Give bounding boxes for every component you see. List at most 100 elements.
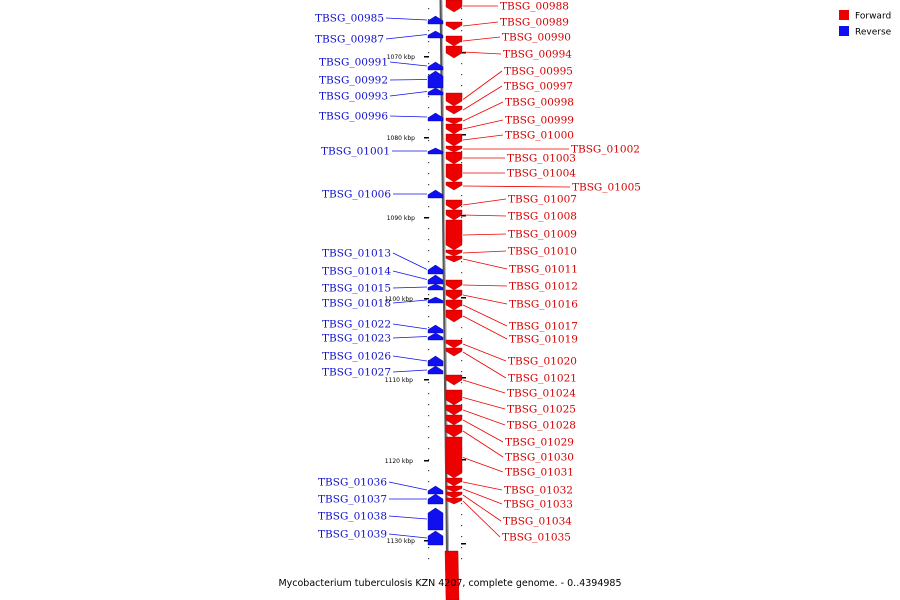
forward-gene-leader	[462, 51, 502, 55]
minor-tick-right	[461, 19, 463, 21]
reverse-gene-label: TBSG_00987	[315, 34, 384, 46]
major-tick-right	[461, 52, 466, 54]
reverse-gene-leader	[389, 79, 428, 81]
reverse-gene-label: TBSG_01015	[322, 283, 391, 295]
minor-tick-left	[428, 250, 430, 252]
forward-gene-arrow	[445, 249, 463, 257]
reverse-gene-label: TBSG_01018	[322, 298, 391, 310]
minor-tick-right	[461, 514, 463, 516]
minor-tick-left	[428, 393, 430, 395]
reverse-gene-arrow	[427, 507, 444, 531]
reverse-gene-arrow	[427, 274, 444, 285]
forward-gene-leader	[462, 351, 507, 379]
forward-gene-label: TBSG_01025	[507, 404, 576, 416]
reverse-gene-label: TBSG_01027	[322, 367, 391, 379]
reverse-gene-arrow	[427, 61, 444, 71]
forward-gene-arrow	[445, 389, 463, 406]
minor-tick-left	[428, 547, 430, 549]
minor-tick-right	[461, 217, 463, 219]
forward-gene-label: TBSG_01030	[505, 452, 574, 464]
forward-gene-leader	[462, 85, 503, 111]
forward-gene-leader	[462, 481, 503, 491]
forward-gene-label: TBSG_01021	[508, 373, 577, 385]
reverse-gene-arrow	[427, 530, 444, 546]
forward-gene-label: TBSG_01028	[507, 420, 576, 432]
reverse-gene-arrow	[427, 332, 444, 341]
reverse-gene-label: TBSG_01026	[322, 351, 391, 363]
forward-gene-label: TBSG_00998	[505, 97, 574, 109]
forward-gene-leader	[462, 397, 506, 410]
forward-gene-leader	[462, 198, 507, 206]
major-tick-right	[461, 215, 466, 217]
forward-gene-label: TBSG_01031	[505, 467, 574, 479]
minor-tick-right	[461, 8, 463, 10]
major-tick-right	[461, 459, 466, 461]
reverse-gene-arrow	[427, 296, 444, 304]
forward-gene-leader	[462, 294, 508, 305]
tick-label: 1110 kbp	[385, 377, 413, 384]
forward-gene-leader	[462, 233, 507, 236]
reverse-gene-arrow	[427, 485, 444, 495]
minor-tick-left	[428, 448, 430, 450]
minor-tick-left	[428, 52, 430, 54]
forward-gene-leader	[462, 70, 503, 100]
forward-gene-arrow	[445, 181, 463, 191]
forward-gene-leader	[462, 185, 571, 188]
reverse-gene-arrow	[427, 365, 444, 375]
forward-gene-label: TBSG_01017	[509, 321, 578, 333]
minor-tick-left	[428, 162, 430, 164]
reverse-gene-label: TBSG_01013	[322, 248, 391, 260]
forward-gene-arrow	[445, 35, 463, 47]
reverse-gene-leader	[392, 369, 428, 373]
reverse-gene-leader	[389, 61, 428, 67]
minor-tick-left	[428, 404, 430, 406]
forward-gene-label: TBSG_00989	[500, 17, 569, 29]
reverse-gene-leader	[392, 355, 428, 362]
forward-gene-arrow	[445, 491, 463, 499]
forward-gene-arrow	[445, 485, 463, 493]
forward-gene-label: TBSG_01029	[505, 437, 574, 449]
forward-gene-arrow	[445, 436, 463, 479]
minor-tick-right	[461, 360, 463, 362]
forward-gene-leader	[462, 488, 503, 505]
minor-tick-left	[428, 426, 430, 428]
forward-gene-leader	[462, 315, 508, 340]
forward-gene-arrow	[445, 209, 463, 221]
reverse-gene-arrow	[427, 283, 444, 291]
forward-gene-leader	[462, 214, 507, 217]
minor-tick-left	[428, 30, 430, 32]
reverse-gene-label: TBSG_01001	[321, 146, 390, 158]
forward-gene-arrow-continuing	[444, 550, 460, 600]
reverse-gene-label: TBSG_01022	[322, 319, 391, 331]
genome-caption: Mycobacterium tuberculosis KZN 4207, com…	[278, 578, 622, 589]
minor-tick-right	[461, 74, 463, 76]
minor-tick-right	[461, 305, 463, 307]
forward-gene-leader	[462, 36, 501, 42]
reverse-gene-leader	[392, 336, 428, 339]
forward-gene-arrow	[445, 477, 463, 487]
reverse-gene-leader	[389, 91, 428, 97]
forward-genes-layer: TBSG_00988 TBSG_00989 TBSG_00990 TBSG_00994…	[444, 0, 641, 600]
reverse-gene-leader	[389, 115, 428, 118]
forward-gene-arrow	[445, 374, 463, 386]
tick-label: 1120 kbp	[385, 458, 413, 465]
forward-gene-arrow	[445, 133, 463, 147]
minor-tick-right	[461, 338, 463, 340]
forward-gene-label: TBSG_01034	[503, 516, 572, 528]
reverse-gene-leader	[392, 286, 428, 289]
reverse-gene-label: TBSG_00991	[319, 57, 388, 69]
reverse-gene-leader	[392, 252, 428, 270]
forward-gene-label: TBSG_01016	[509, 299, 578, 311]
forward-gene-arrow	[445, 339, 463, 349]
minor-tick-left	[428, 261, 430, 263]
forward-gene-label: TBSG_01010	[508, 246, 577, 258]
reverse-gene-label: TBSG_01038	[318, 511, 387, 523]
forward-gene-label: TBSG_01007	[508, 194, 577, 206]
forward-gene-leader	[462, 21, 499, 27]
minor-tick-right	[461, 261, 463, 263]
forward-gene-arrow	[445, 289, 463, 301]
reverse-gene-label: TBSG_01039	[318, 529, 387, 541]
forward-gene-arrow	[445, 199, 463, 211]
forward-gene-leader	[462, 250, 507, 254]
minor-tick-left	[428, 184, 430, 186]
